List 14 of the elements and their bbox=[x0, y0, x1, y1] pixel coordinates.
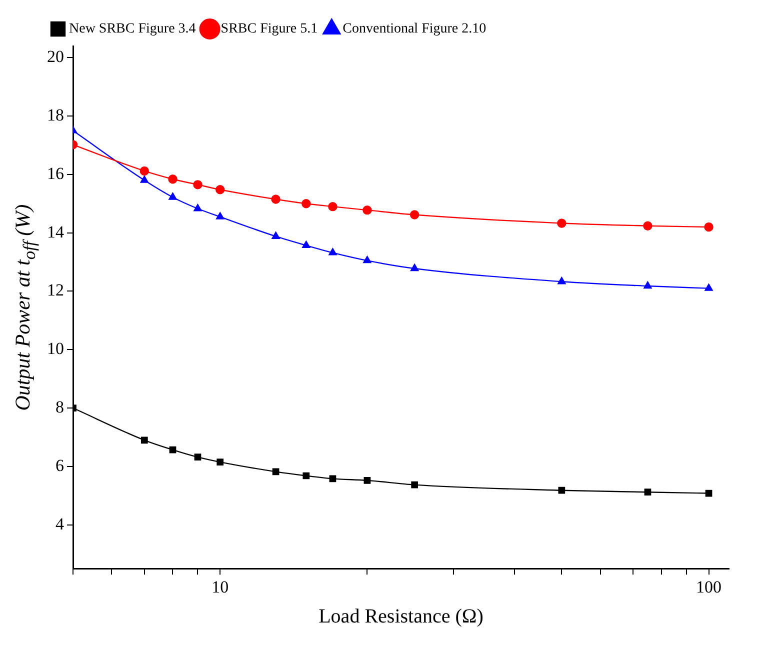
x-axis-title: Load Resistance (Ω) bbox=[318, 605, 484, 628]
legend-label: Conventional Figure 2.10 bbox=[342, 22, 486, 37]
y-tick-label: 14 bbox=[47, 222, 64, 242]
y-tick-label: 16 bbox=[47, 164, 64, 183]
legend-label: New SRBC Figure 3.4 bbox=[69, 22, 196, 37]
legend-label: SRBC Figure 5.1 bbox=[220, 22, 318, 37]
y-tick-label: 10 bbox=[47, 339, 64, 358]
y-tick-label: 20 bbox=[47, 47, 64, 66]
y-tick-label: 18 bbox=[47, 106, 64, 125]
y-tick-label: 6 bbox=[56, 456, 64, 475]
x-tick-label: 100 bbox=[696, 577, 722, 596]
y-tick-label: 12 bbox=[47, 280, 64, 300]
y-tick-label: 4 bbox=[56, 514, 64, 534]
y-tick-label: 8 bbox=[56, 397, 64, 416]
